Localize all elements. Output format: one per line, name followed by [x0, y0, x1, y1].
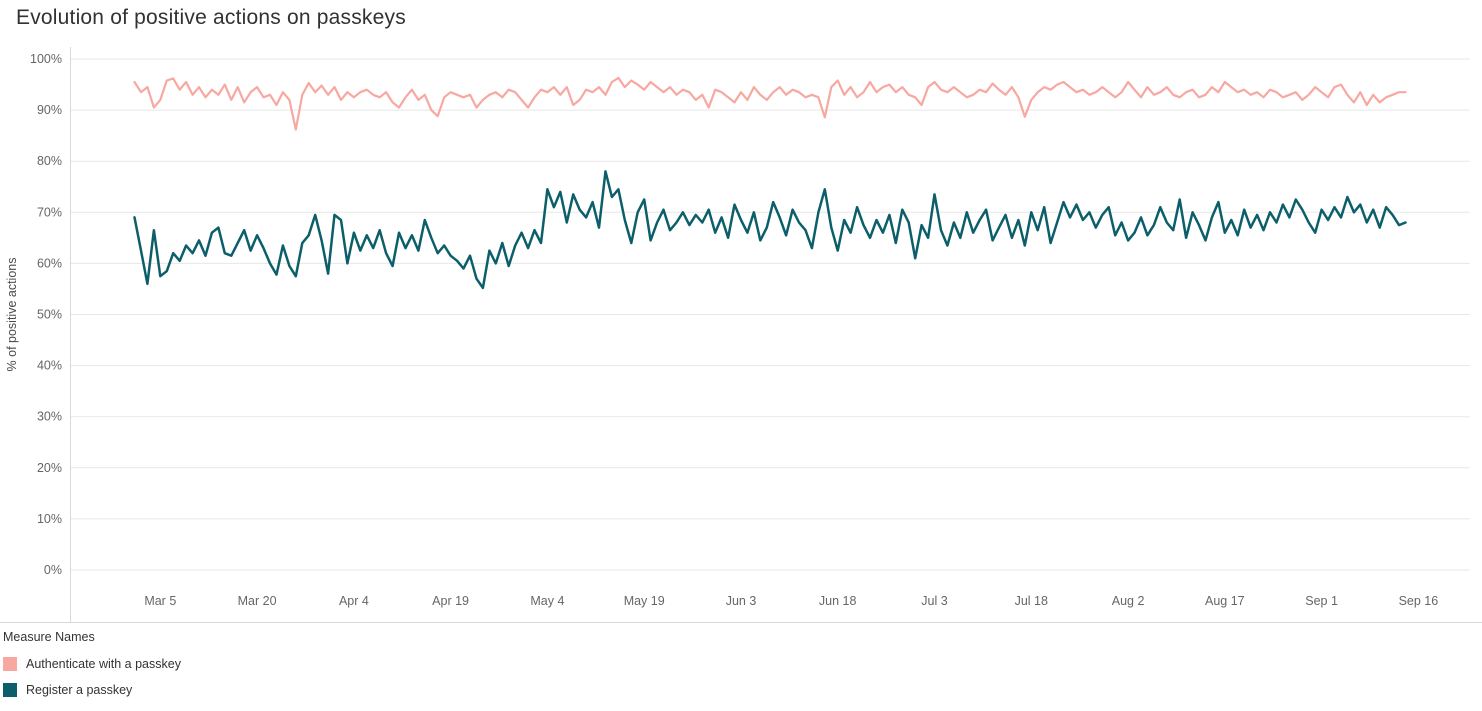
legend-item-register[interactable]: Register a passkey	[3, 677, 181, 703]
x-tick-label: May 4	[530, 594, 564, 608]
y-tick-label: 0%	[44, 563, 62, 577]
y-tick-label: 20%	[37, 461, 62, 475]
y-tick-label: 30%	[37, 410, 62, 424]
x-tick-label: Mar 20	[238, 594, 277, 608]
y-tick-label: 60%	[37, 256, 62, 270]
x-tick-label: Jul 3	[921, 594, 947, 608]
x-tick-label: May 19	[624, 594, 665, 608]
legend-swatch-authenticate	[3, 657, 17, 671]
y-tick-label: 90%	[37, 103, 62, 117]
x-tick-label: Jun 3	[726, 594, 757, 608]
x-tick-label: Sep 16	[1399, 594, 1439, 608]
y-tick-label: 70%	[37, 205, 62, 219]
legend-item-authenticate[interactable]: Authenticate with a passkey	[3, 651, 181, 677]
x-tick-label: Aug 2	[1112, 594, 1145, 608]
x-tick-label: Sep 1	[1305, 594, 1338, 608]
y-tick-label: 10%	[37, 512, 62, 526]
legend: Measure Names Authenticate with a passke…	[3, 630, 181, 703]
x-tick-label: Apr 4	[339, 594, 369, 608]
x-tick-label: Apr 19	[432, 594, 469, 608]
y-tick-label: 100%	[30, 52, 62, 66]
y-tick-label: 50%	[37, 308, 62, 322]
x-tick-label: Aug 17	[1205, 594, 1245, 608]
legend-label: Register a passkey	[26, 683, 133, 697]
y-axis-title: % of positive actions	[5, 258, 19, 372]
x-tick-label: Jun 18	[819, 594, 857, 608]
legend-title: Measure Names	[3, 630, 95, 644]
y-tick-label: 80%	[37, 154, 62, 168]
x-tick-label: Jul 18	[1015, 594, 1048, 608]
series-line-authenticate[interactable]	[133, 76, 1407, 131]
legend-label: Authenticate with a passkey	[26, 657, 181, 671]
series-line-register[interactable]	[133, 170, 1407, 290]
legend-swatch-register	[3, 683, 17, 697]
y-tick-label: 40%	[37, 359, 62, 373]
x-tick-label: Mar 5	[144, 594, 176, 608]
page-title: Evolution of positive actions on passkey…	[16, 6, 406, 29]
